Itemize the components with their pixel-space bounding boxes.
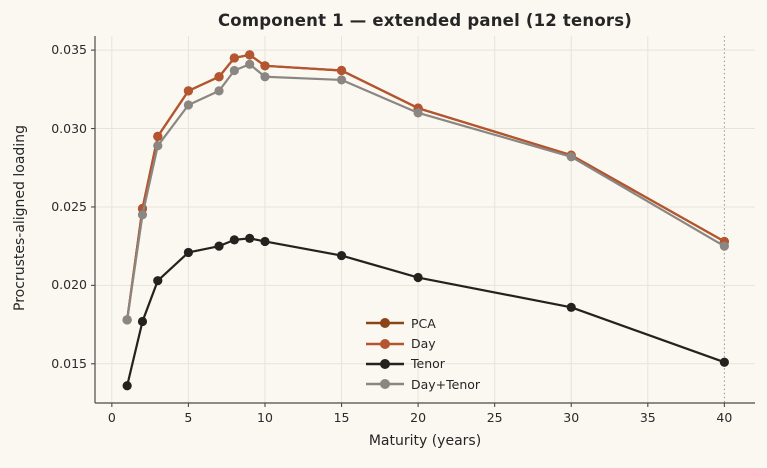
data-point-day-tenor [183,100,194,110]
legend-label-pca: PCA [411,315,436,331]
x-tick-label: 35 [639,410,656,425]
series-line-day-tenor [126,63,725,321]
legend-marker-day [366,338,404,349]
data-point-day-tenor [413,108,423,118]
data-point-day-tenor [260,72,270,82]
data-point-day [229,53,239,63]
data-point-day [245,50,255,60]
x-tick-label: 0 [107,410,116,425]
data-point-tenor [137,316,148,327]
data-point-day-tenor [153,141,163,151]
x-tick-label: 30 [563,410,580,425]
data-point-tenor [719,357,729,367]
x-tick-label: 25 [486,410,503,425]
legend-entry-day: Day [366,333,480,353]
data-point-day-tenor [214,86,224,96]
chart-title: Component 1 — extended panel (12 tenors) [218,11,632,30]
legend-entry-pca: PCA [366,313,480,333]
y-tick-label: 0.025 [51,198,87,214]
data-point-tenor [153,276,163,286]
data-point-tenor [413,272,423,283]
y-tick-label: 0.015 [51,355,87,371]
series-line-tenor [126,237,725,387]
x-tick-label: 15 [333,410,350,425]
y-axis-label: Procrustes-aligned loading [12,125,28,311]
legend-label-day: Day [411,336,436,352]
y-tick-label: 0.020 [51,277,87,293]
legend-marker-day-tenor [366,379,404,390]
y-tick-label: 0.030 [51,120,87,136]
data-point-tenor [183,247,194,258]
data-point-tenor [229,235,239,245]
data-point-day-tenor [122,315,132,325]
data-point-tenor [260,236,270,247]
data-point-tenor [245,233,255,243]
legend-label-day-tenor: Day+Tenor [411,376,481,392]
legend-entry-day-tenor: Day+Tenor [366,374,480,394]
data-point-day-tenor [229,65,239,76]
data-point-day [260,61,270,71]
legend: PCA Day Tenor Day+Tenor [366,313,480,395]
x-tick-label: 20 [410,410,427,425]
legend-marker-pca [366,318,404,329]
data-point-day-tenor [245,59,255,69]
data-point-tenor [566,302,576,312]
data-point-day-tenor [137,210,148,220]
x-tick-label: 40 [716,410,733,425]
legend-label-tenor: Tenor [411,356,445,372]
y-tick-label: 0.035 [51,42,87,58]
data-point-tenor [122,381,132,391]
data-point-day [214,72,224,82]
data-point-day [153,131,163,141]
data-point-day-tenor [566,152,576,162]
x-tick-label: 5 [184,410,193,425]
legend-marker-tenor [366,358,404,369]
data-point-day-tenor [336,75,347,85]
data-point-tenor [336,250,347,261]
data-point-day-tenor [719,241,729,251]
data-point-day [336,65,347,76]
x-tick-label: 10 [257,410,273,425]
x-axis-label: Maturity (years) [368,433,482,449]
legend-entry-tenor: Tenor [366,354,480,374]
data-point-day [183,86,194,96]
data-point-tenor [214,241,224,251]
